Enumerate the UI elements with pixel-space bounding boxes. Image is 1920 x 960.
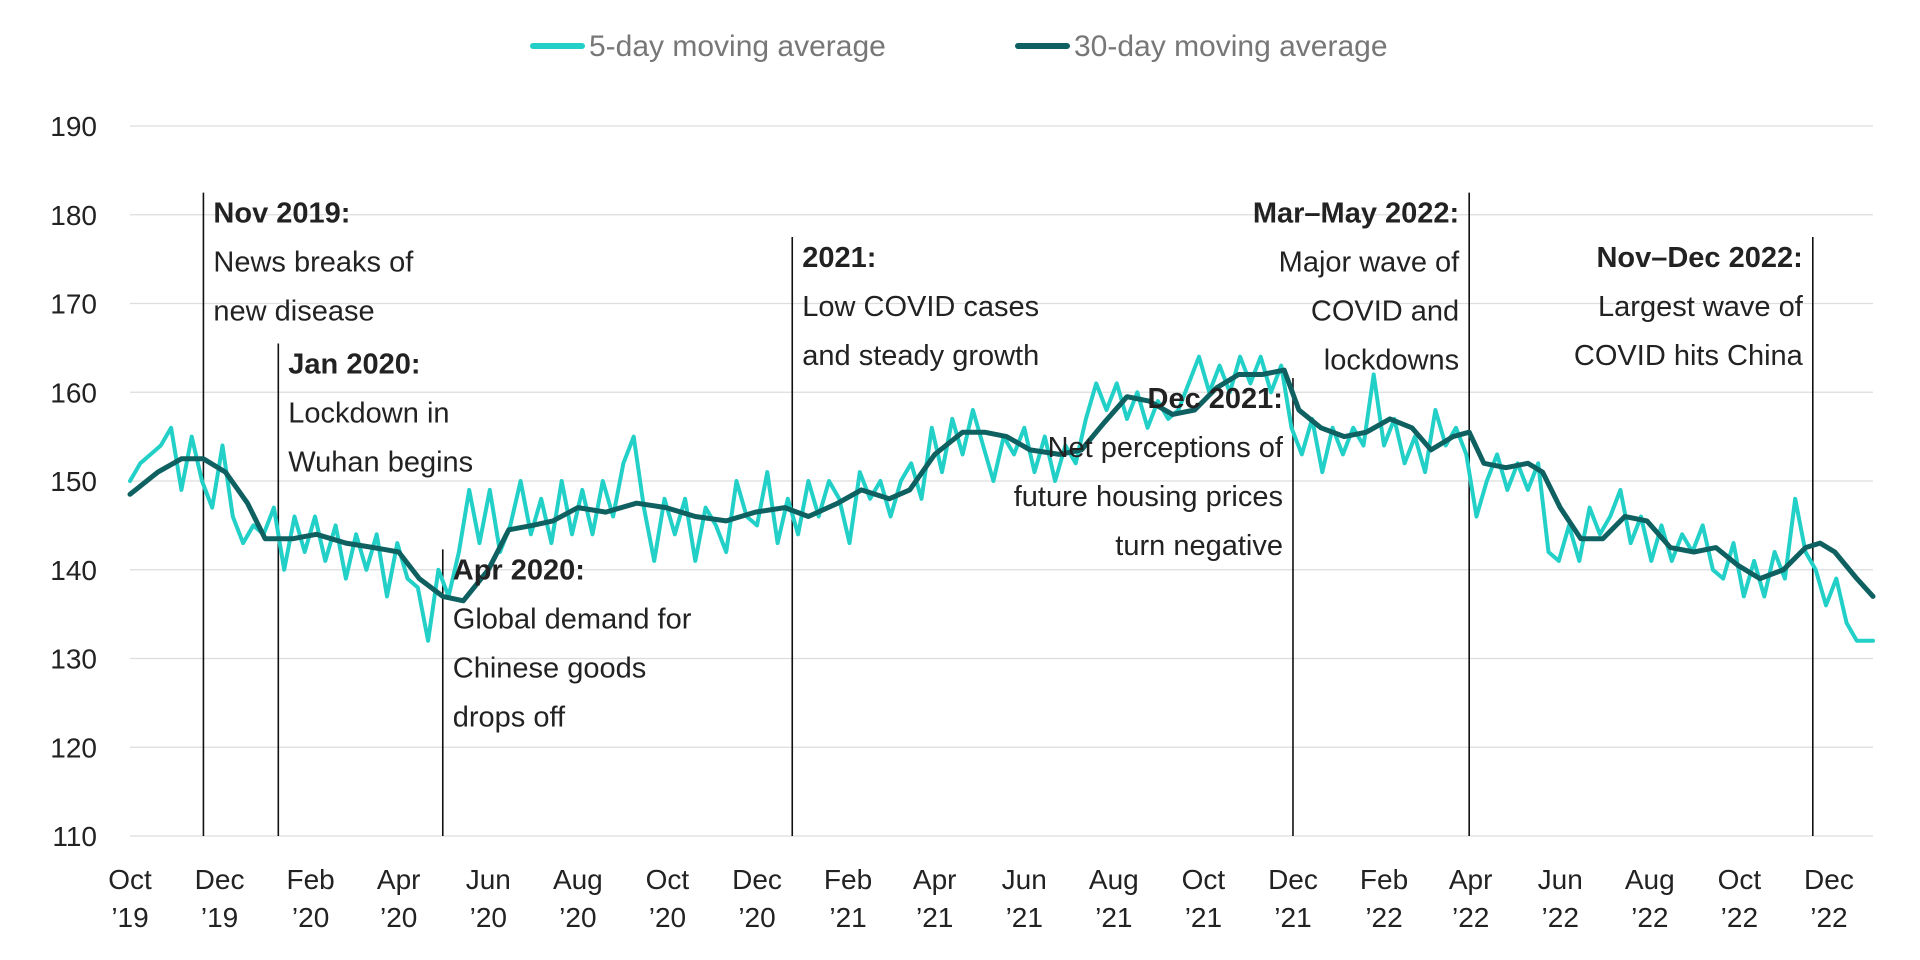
annotation-lines — [202, 192, 1814, 836]
annotation-title: Jan 2020: — [288, 348, 420, 380]
y-tick-label: 180 — [50, 200, 97, 231]
x-tick-year-label: ’22 — [1365, 902, 1402, 933]
legend: 5-day moving average 30-day moving averag… — [530, 30, 1388, 63]
x-tick-year-label: ’20 — [738, 902, 775, 933]
annotation-text-line: Net perceptions of — [1048, 432, 1284, 464]
x-tick-year-label: ’20 — [292, 902, 329, 933]
series-line-5-day — [128, 354, 1875, 643]
annotation-text-line: drops off — [453, 701, 566, 733]
x-tick-month-label: Dec — [195, 864, 245, 895]
annotation-text-line: COVID hits China — [1574, 340, 1804, 372]
annotation-text-line: Lockdown in — [288, 397, 449, 429]
x-tick-year-label: ’21 — [1185, 902, 1222, 933]
x-axis: Oct ’19 Dec ’19 Feb ’20 Apr ’20 Jun ’20 Aug ’20 Oct ’… — [108, 864, 1854, 933]
annotation-title: 2021: — [802, 242, 876, 274]
annotation-text-line: Low COVID cases — [802, 291, 1039, 323]
annotation-title: Mar–May 2022: — [1253, 198, 1459, 230]
x-tick-year-label: ’21 — [1095, 902, 1132, 933]
y-tick-label: 130 — [50, 644, 97, 675]
annotation-text-line: lockdowns — [1324, 345, 1459, 377]
y-tick-label: 160 — [50, 377, 97, 408]
annotation-text-line: and steady growth — [802, 340, 1039, 372]
x-tick-month-label: Oct — [646, 864, 690, 895]
x-tick-year-label: ’22 — [1631, 902, 1668, 933]
x-tick-year-label: ’20 — [559, 902, 596, 933]
x-tick-month-label: Apr — [1449, 864, 1493, 895]
annotation-text-line: Wuhan begins — [288, 446, 473, 478]
x-tick-year-label: ’21 — [916, 902, 953, 933]
x-tick-year-label: ’19 — [201, 902, 238, 933]
x-tick-year-label: ’20 — [470, 902, 507, 933]
x-tick-year-label: ’21 — [1274, 902, 1311, 933]
legend-label-30-day: 30-day moving average — [1074, 30, 1388, 63]
x-tick-month-label: Oct — [1718, 864, 1762, 895]
y-tick-label: 190 — [50, 111, 97, 142]
x-tick-year-label: ’20 — [380, 902, 417, 933]
x-tick-month-label: Jun — [1002, 864, 1047, 895]
y-tick-label: 150 — [50, 466, 97, 497]
x-tick-month-label: Oct — [1182, 864, 1226, 895]
grid-lines — [130, 125, 1873, 837]
x-tick-month-label: Apr — [377, 864, 421, 895]
x-tick-month-label: Dec — [1268, 864, 1318, 895]
annotation-text-line: Global demand for — [453, 603, 692, 635]
annotation-text-line: new disease — [213, 296, 374, 328]
x-tick-year-label: ’22 — [1542, 902, 1579, 933]
x-tick-month-label: Aug — [1625, 864, 1675, 895]
annotation-text-line: turn negative — [1115, 530, 1283, 562]
annotation-text-line: COVID and — [1311, 296, 1459, 328]
x-tick-year-label: ’22 — [1721, 902, 1758, 933]
annotation-text-line: Major wave of — [1279, 247, 1460, 279]
y-tick-label: 140 — [50, 555, 97, 586]
annotation-title: Nov 2019: — [213, 198, 350, 230]
x-tick-month-label: Aug — [1089, 864, 1139, 895]
y-axis: 110 120 130 140 150 160 170 180 190 — [50, 111, 97, 852]
x-tick-month-label: Apr — [913, 864, 957, 895]
annotation-text-line: Chinese goods — [453, 652, 646, 684]
x-tick-year-label: ’21 — [1006, 902, 1043, 933]
y-tick-label: 120 — [50, 732, 97, 763]
x-tick-year-label: ’21 — [829, 902, 866, 933]
legend-label-5-day: 5-day moving average — [589, 30, 886, 63]
x-tick-month-label: Jun — [1538, 864, 1583, 895]
annotation-text-line: future housing prices — [1014, 481, 1283, 513]
annotation-title: Apr 2020: — [453, 554, 585, 586]
annotation-title: Dec 2021: — [1148, 383, 1283, 415]
x-tick-month-label: Feb — [286, 864, 334, 895]
x-tick-year-label: ’19 — [111, 902, 148, 933]
x-tick-month-label: Dec — [1804, 864, 1854, 895]
y-tick-label: 110 — [52, 821, 97, 852]
x-tick-month-label: Feb — [1360, 864, 1408, 895]
x-tick-month-label: Oct — [108, 864, 152, 895]
x-tick-year-label: ’20 — [649, 902, 686, 933]
x-tick-month-label: Feb — [824, 864, 872, 895]
x-tick-year-label: ’22 — [1452, 902, 1489, 933]
x-tick-month-label: Jun — [466, 864, 511, 895]
x-tick-year-label: ’22 — [1810, 902, 1847, 933]
y-tick-label: 170 — [50, 289, 97, 320]
series-lines — [127, 354, 1876, 643]
annotation-text-line: Largest wave of — [1598, 291, 1804, 323]
series-line-30-day — [127, 367, 1876, 604]
annotation-text-line: News breaks of — [213, 247, 414, 279]
annotation-title: Nov–Dec 2022: — [1596, 242, 1802, 274]
x-tick-month-label: Dec — [732, 864, 782, 895]
annotation-labels: Nov 2019: News breaks of new disease Jan 20… — [213, 198, 1803, 734]
x-tick-month-label: Aug — [553, 864, 603, 895]
